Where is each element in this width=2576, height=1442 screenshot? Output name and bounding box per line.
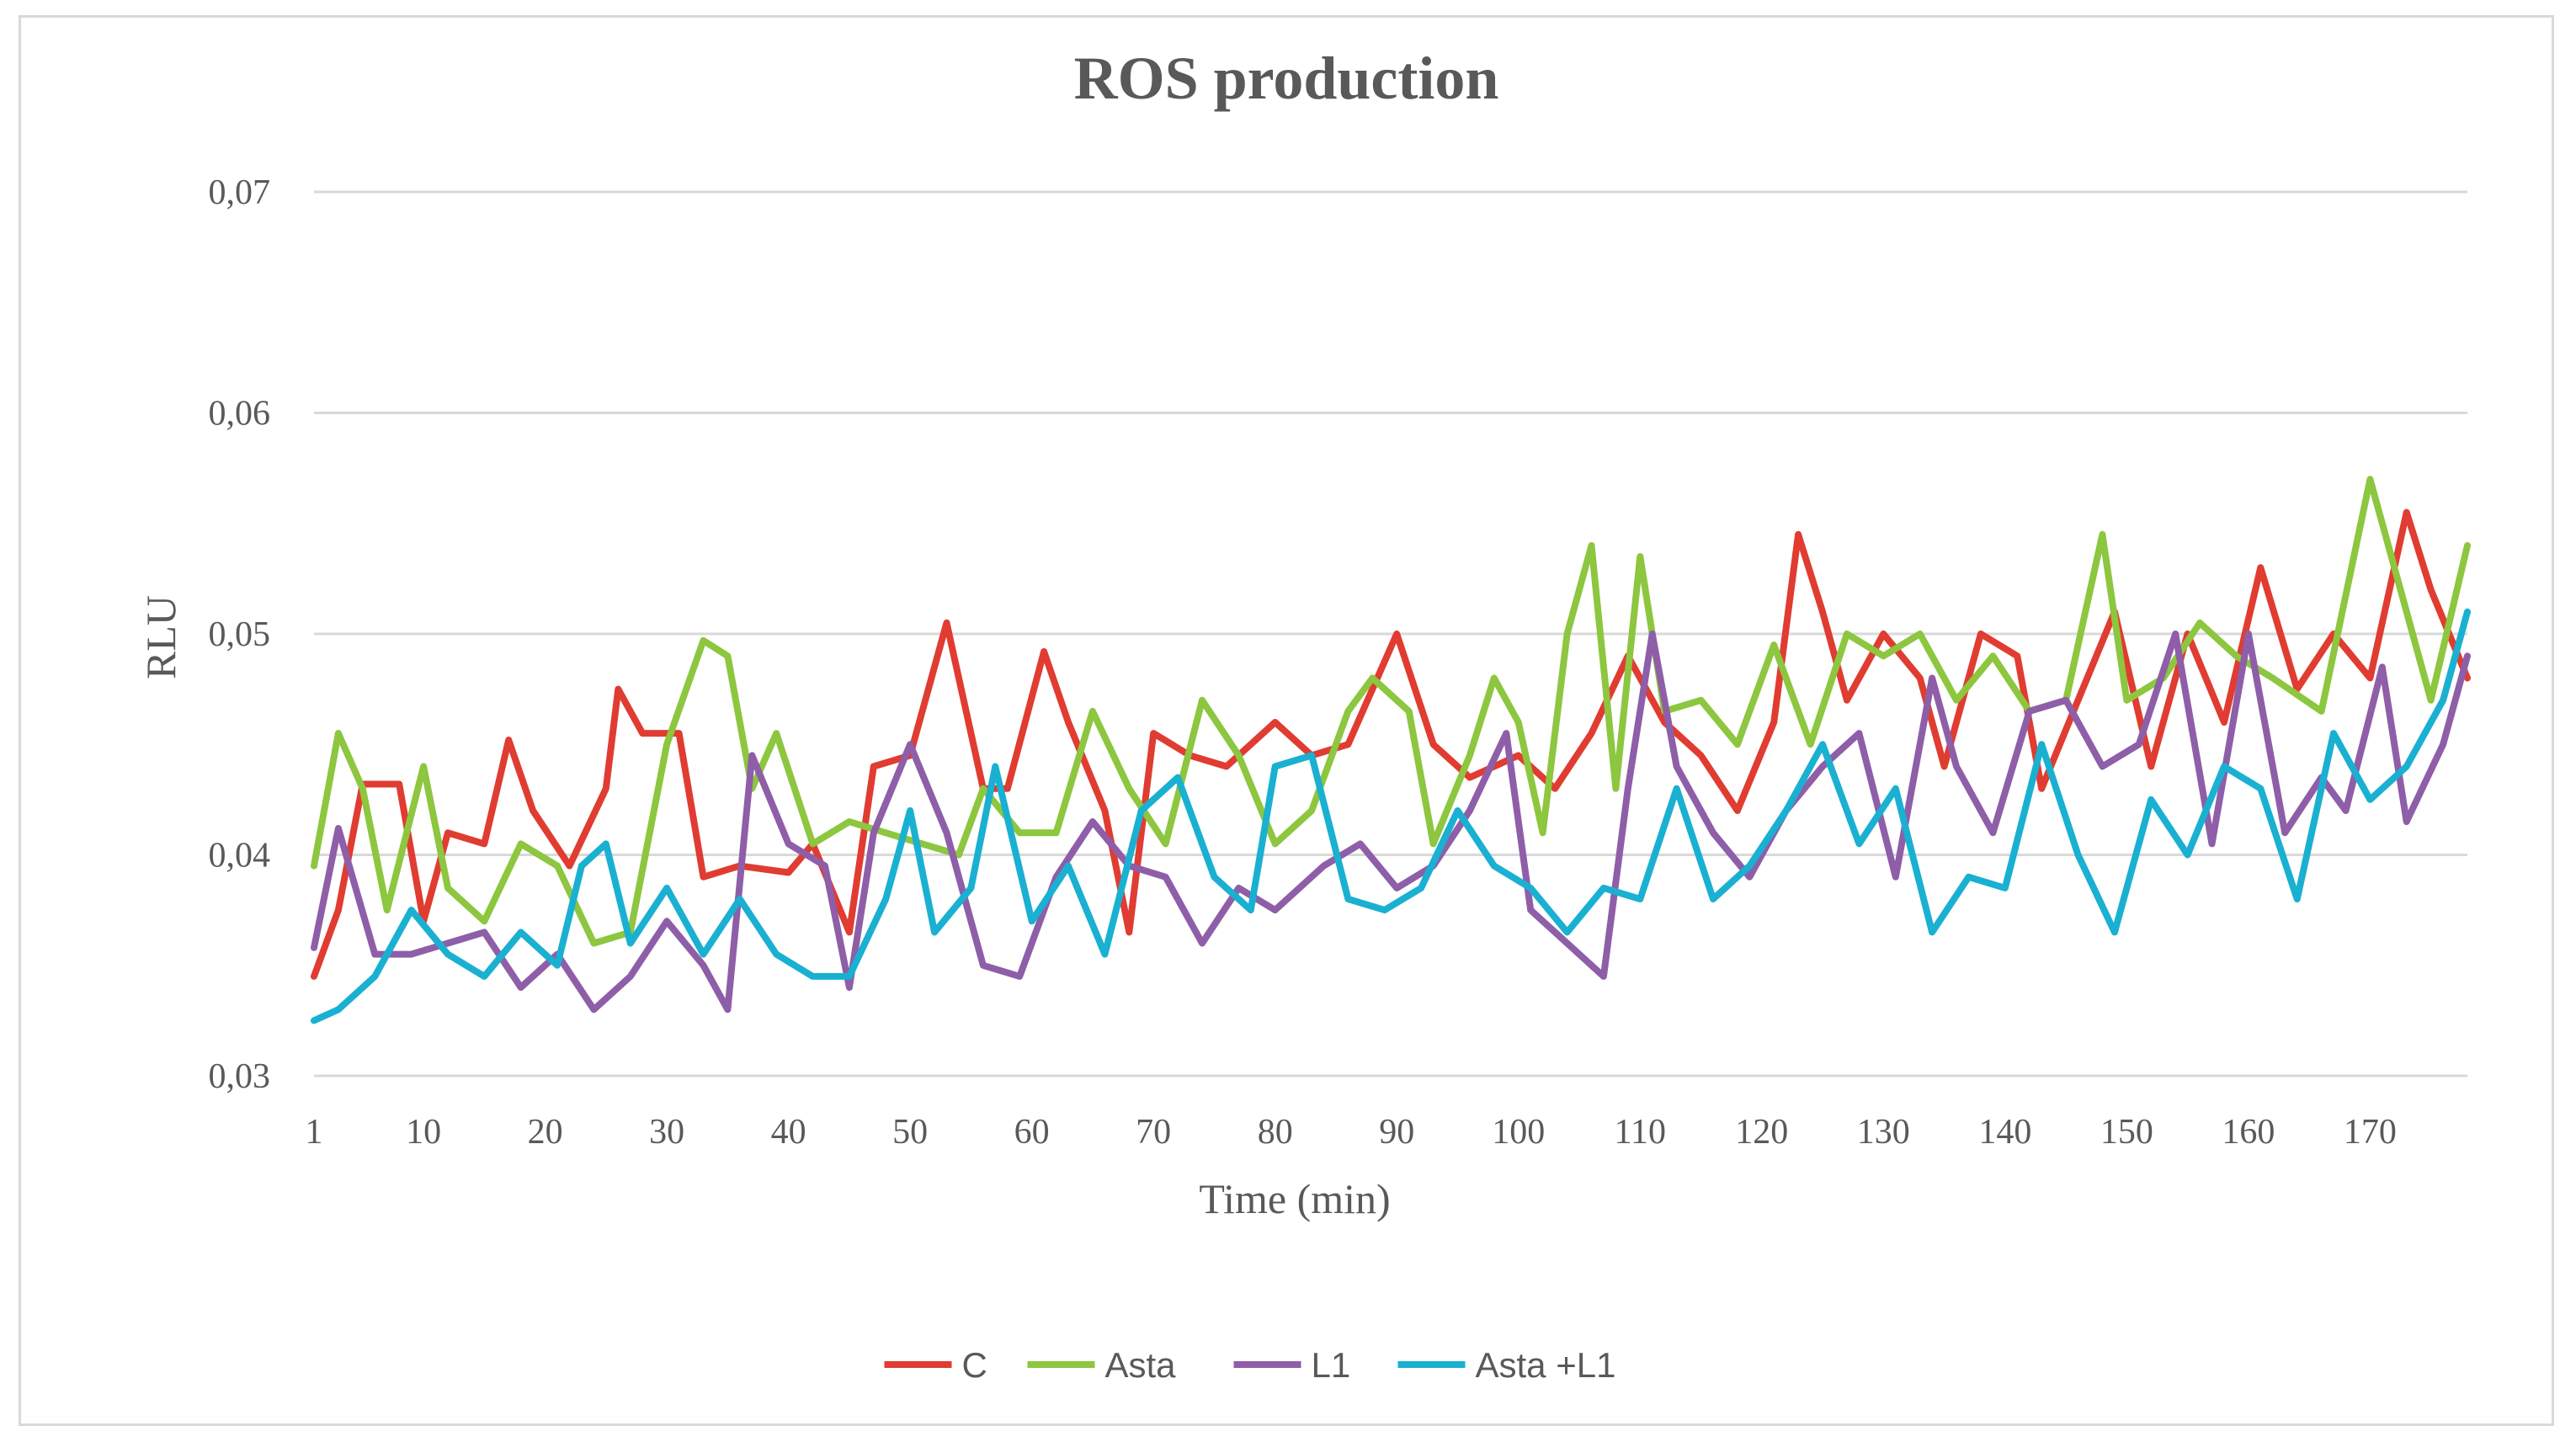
chart-title: ROS production: [1074, 45, 1499, 112]
series-line-2: [311, 631, 2471, 1014]
x-tick-label: 50: [892, 1113, 928, 1152]
x-tick-label: 100: [1492, 1113, 1545, 1152]
x-tick-label: 110: [1615, 1113, 1666, 1152]
y-tick-label: 0,04: [209, 837, 271, 875]
y-tick-label: 0,06: [209, 395, 271, 434]
legend-label: L1: [1312, 1345, 1351, 1385]
chart-area: ROS production 0,03 0,04 0,05 0,06 0,07 1 10 2…: [19, 15, 2554, 1426]
x-tick-label: 160: [2222, 1113, 2275, 1152]
x-tick-label: 70: [1136, 1113, 1171, 1152]
x-tick-label: 170: [2344, 1113, 2397, 1152]
x-tick-label: 1: [306, 1113, 323, 1152]
gridlines: [314, 190, 2467, 1078]
legend-label: Asta +L1: [1476, 1345, 1616, 1385]
series-line-0: [311, 508, 2471, 980]
legend-label: Asta: [1105, 1345, 1177, 1385]
x-tick-label: 10: [406, 1113, 441, 1152]
legend: C Asta L1 Asta +L1: [884, 1345, 1616, 1385]
x-tick-label: 20: [528, 1113, 563, 1152]
x-tick-label: 80: [1258, 1113, 1293, 1152]
x-tick-label: 60: [1014, 1113, 1050, 1152]
series-line-3: [311, 608, 2471, 1024]
series-line-1: [311, 476, 2471, 947]
x-tick-label: 150: [2100, 1113, 2153, 1152]
series-lines: [311, 476, 2471, 1024]
legend-label: C: [962, 1345, 987, 1385]
x-axis-label: Time (min): [1199, 1175, 1390, 1222]
line-chart: ROS production 0,030,040,050,060,07 1 10 2…: [137, 45, 2471, 1385]
x-tick-label: 140: [1978, 1113, 2031, 1152]
y-tick-label: 0,05: [209, 615, 271, 654]
y-tick-label: 0,07: [209, 173, 271, 212]
x-tick-label: 130: [1857, 1113, 1910, 1152]
x-tick-label: 40: [771, 1113, 806, 1152]
y-tick-label: 0,03: [209, 1057, 271, 1096]
x-tick-label: 90: [1379, 1113, 1414, 1152]
y-axis-label: RLU: [137, 595, 184, 679]
x-axis-ticks: 1 10 20 30 40 50 60 70 80 90 100 110 120 130 140 150 160…: [306, 1113, 2397, 1152]
y-axis-ticks: 0,03 0,04 0,05 0,06 0,07: [209, 173, 271, 1096]
x-tick-label: 30: [649, 1113, 684, 1152]
x-tick-label: 120: [1735, 1113, 1788, 1152]
